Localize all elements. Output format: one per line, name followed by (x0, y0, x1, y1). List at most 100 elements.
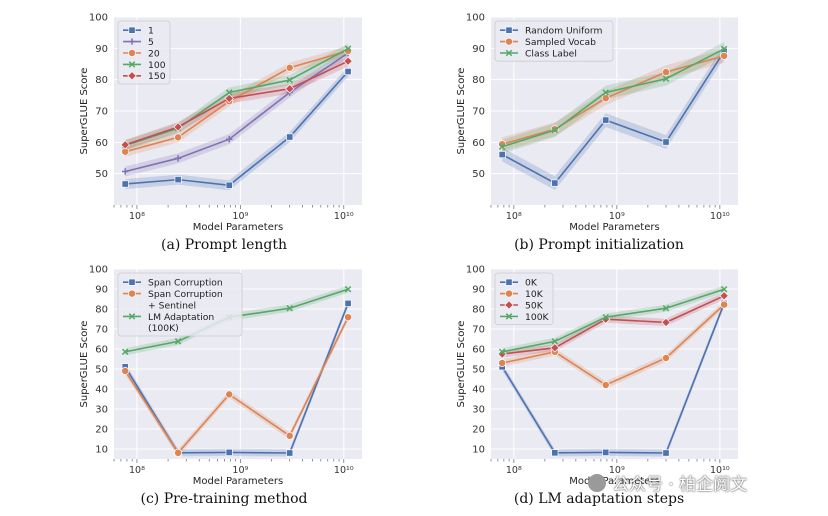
data-point-5 (226, 136, 233, 143)
series-band-20 (125, 45, 349, 157)
x-tick-label: 10⁹ (609, 211, 625, 222)
data-point-span-corruption (174, 448, 183, 457)
data-point-class-label (551, 126, 559, 134)
x-tick-label: 10¹⁰ (710, 211, 730, 222)
data-point-span-corruption (285, 431, 294, 440)
data-point-lm-adaptation (121, 348, 129, 356)
y-tick-label: 80 (472, 305, 485, 316)
legend-label-150: 150 (148, 71, 166, 82)
data-point-0k (551, 449, 559, 457)
data-point-span-corruption (344, 313, 353, 322)
legend-marker-lm-adaptation (128, 313, 136, 320)
y-tick-label: 50 (472, 365, 485, 376)
y-tick-label: 100 (466, 13, 485, 24)
data-point-100k (720, 285, 728, 293)
data-point-lm-adaptation (286, 304, 293, 312)
legend-label-100: 100 (148, 60, 166, 71)
legend-box (117, 20, 171, 85)
legend-marker-random-uniform (505, 26, 513, 34)
series-band-5 (125, 48, 349, 177)
y-tick-label: 40 (95, 385, 108, 396)
data-point-span-corruption (225, 448, 233, 456)
data-point-sampled-vocab (720, 51, 729, 60)
data-point-class-label (602, 89, 609, 96)
data-point-150 (285, 84, 295, 94)
caption-a: (a) Prompt length (161, 237, 287, 253)
data-point-random-uniform (602, 116, 610, 124)
y-tick-label: 80 (472, 75, 485, 86)
series-band-1 (125, 66, 349, 191)
data-point-100k (662, 304, 670, 312)
watermark-text: 公众号 · 柏企阅文 (612, 475, 748, 495)
chart-panel-d: 10 20 30 40 50 60 70 80 90 100 10⁸ 10⁹ 10¹⁰ Model Par… (456, 265, 738, 487)
legend-box (494, 20, 614, 62)
data-point-50k (661, 317, 671, 328)
y-tick-label: 100 (89, 13, 108, 24)
x-axis-label: Model Parameters (569, 222, 659, 233)
data-point-class-label (662, 75, 670, 82)
data-point-random-uniform (662, 138, 670, 146)
data-point-sampled-vocab (662, 68, 670, 77)
legend-box (494, 272, 554, 325)
legend-marker-span-corruption (128, 289, 136, 298)
watermark: 公众号 · 柏企阅文 (588, 470, 747, 495)
chart-panel-a: 50 60 70 80 90 100 10⁸ 10⁹ 10¹⁰ Model Parameters S… (79, 13, 362, 233)
caption-d: (d) LM adaptation steps (513, 491, 685, 507)
legend-marker-100 (128, 61, 136, 68)
data-point-0k (662, 449, 670, 457)
y-tick-label: 40 (472, 385, 485, 396)
chart-panel-c: 10 20 30 40 50 60 70 80 90 100 10⁸ 10⁹ 10¹⁰ Model Par… (79, 265, 362, 487)
y-tick-label: 50 (472, 169, 485, 180)
data-point-1 (225, 181, 233, 189)
legend-label-lm-adaptation: (100K) (148, 323, 179, 334)
legend-marker-0k (505, 278, 513, 286)
legend-marker-class-label (505, 49, 513, 57)
legend-label-100k: 100K (525, 312, 550, 323)
y-tick-label: 30 (95, 405, 108, 416)
data-point-100k (551, 338, 559, 345)
y-tick-label: 50 (95, 365, 108, 376)
y-tick-label: 30 (472, 405, 485, 416)
x-tick-label: 10⁸ (129, 465, 145, 476)
legend-label-random-uniform: Random Uniform (525, 26, 603, 37)
data-point-100k (602, 313, 609, 321)
data-point-1 (174, 176, 182, 184)
y-tick-label: 90 (95, 44, 108, 55)
legend-marker-50k (504, 300, 514, 310)
data-point-20 (285, 63, 294, 72)
y-tick-label: 10 (95, 445, 108, 456)
y-tick-label: 100 (89, 265, 108, 276)
data-point-10k (720, 300, 729, 309)
y-tick-label: 90 (472, 44, 485, 55)
y-tick-label: 20 (472, 425, 485, 436)
y-tick-label: 100 (466, 265, 485, 276)
y-axis-label: SuperGLUE Score (456, 68, 467, 155)
data-point-class-label (498, 143, 506, 150)
y-axis-label: SuperGLUE Score (79, 68, 90, 155)
y-axis-label: SuperGLUE Score (79, 321, 90, 408)
y-tick-label: 60 (95, 345, 108, 356)
x-tick-label: 10⁸ (506, 465, 522, 476)
data-point-150 (224, 93, 234, 104)
data-point-10k (498, 359, 507, 367)
data-point-20 (174, 133, 183, 142)
legend-label-span-corruption: Span Corruption (148, 289, 223, 300)
legend-label-20: 20 (148, 48, 160, 59)
legend-marker-sampled-vocab (505, 37, 513, 46)
data-point-5 (174, 155, 182, 162)
x-tick-label: 10⁹ (232, 211, 248, 222)
data-point-50k (719, 291, 729, 301)
legend-label-span-corruption: Span Corruption (148, 278, 223, 289)
data-point-random-uniform (551, 179, 559, 187)
legend-box (117, 272, 243, 337)
y-tick-label: 10 (472, 445, 485, 456)
legend-label-1: 1 (148, 26, 154, 37)
data-point-1 (286, 133, 294, 141)
y-tick-label: 60 (472, 138, 485, 149)
series-band-lm-adaptation (125, 285, 349, 356)
data-point-lm-adaptation (344, 285, 352, 293)
